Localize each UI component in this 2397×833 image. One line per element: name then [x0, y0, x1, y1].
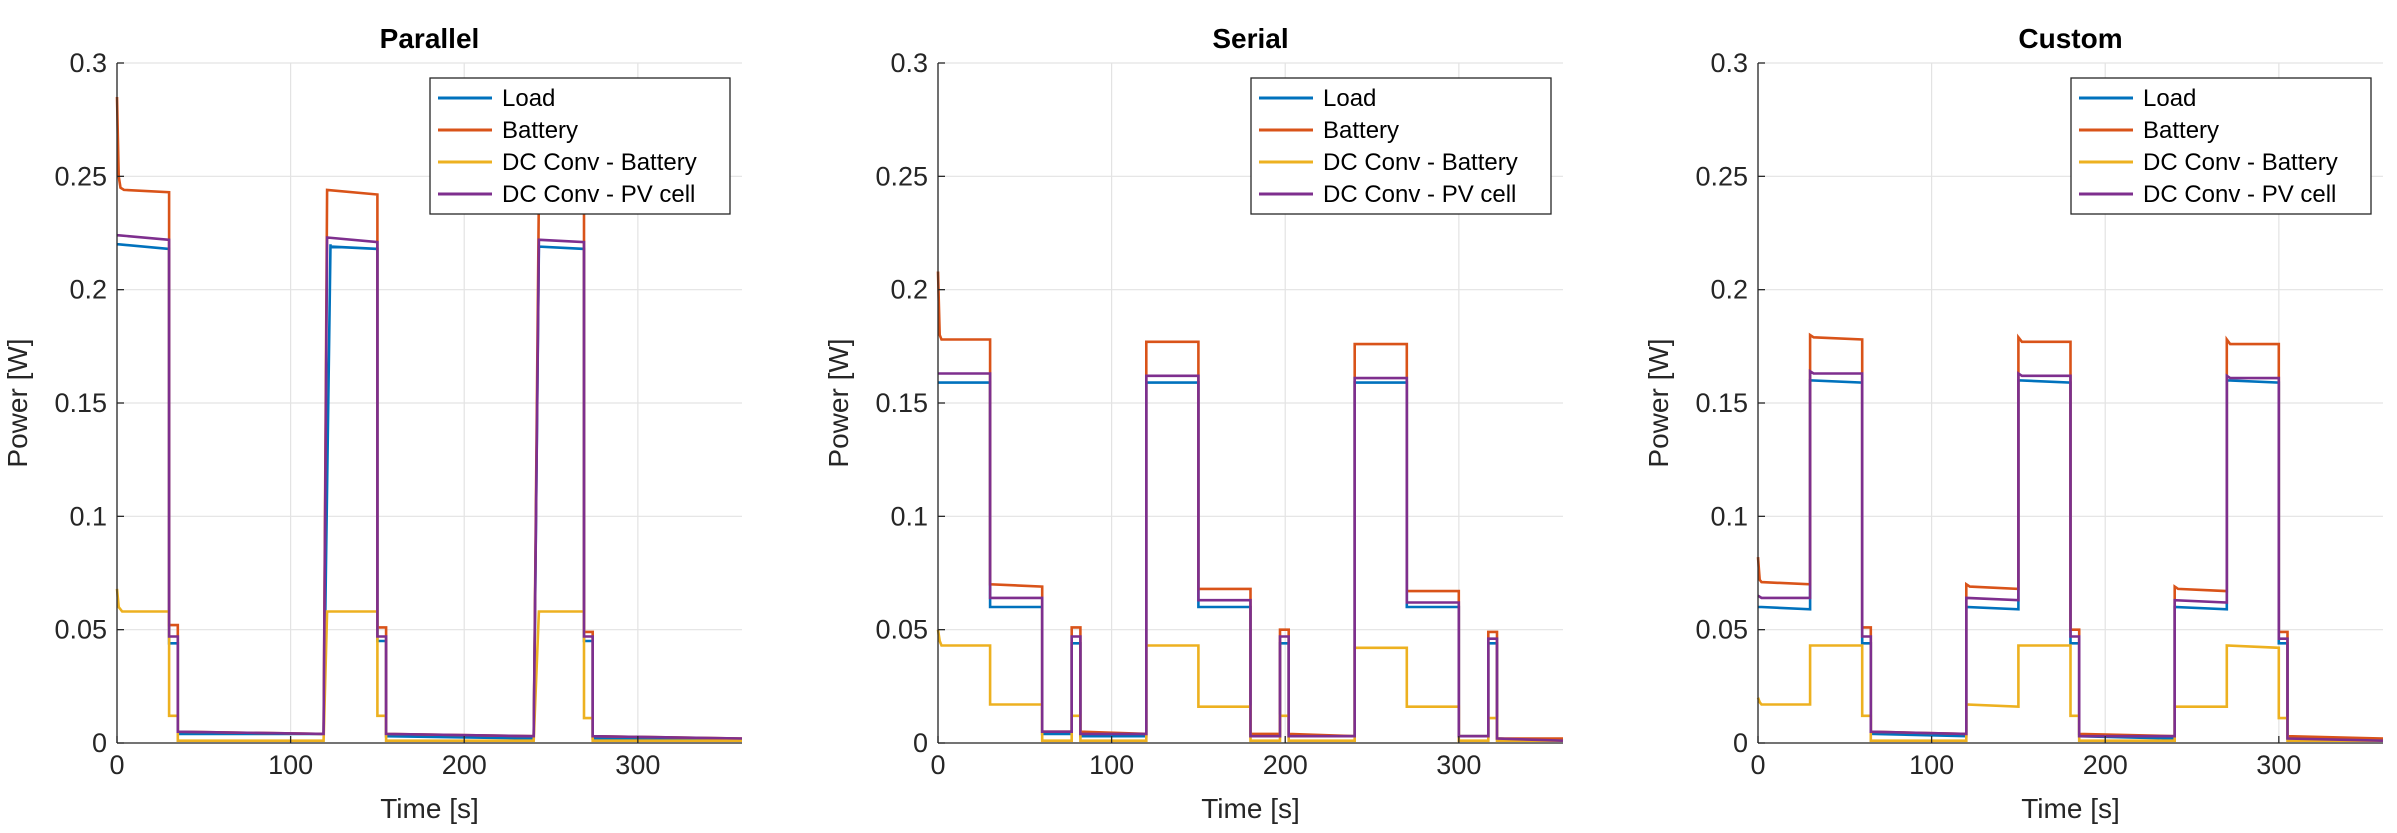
x-tick-label: 300 — [2256, 750, 2301, 780]
legend-label: Battery — [2143, 117, 2219, 144]
y-axis-label: Power [W] — [1643, 338, 1674, 467]
series-line-battery — [1756, 332, 2384, 740]
series-line-dc-conv-pv-cell — [938, 372, 1564, 742]
y-tick-label: 0 — [913, 728, 928, 758]
y-tick-label: 0.1 — [1710, 501, 1748, 531]
series-group — [115, 96, 743, 743]
legend-box — [2070, 77, 2372, 215]
x-axis-label: Time [s] — [380, 793, 479, 824]
chart-title: Custom — [2018, 23, 2122, 54]
y-tick-label: 0.25 — [1695, 161, 1748, 191]
y-tick-label: 0.2 — [1710, 275, 1748, 305]
x-tick-label: 0 — [930, 750, 945, 780]
chart-title: Parallel — [380, 23, 480, 54]
legend-label: Load — [502, 85, 555, 112]
y-tick-label: 0.3 — [69, 48, 107, 78]
chart-panel-3: 0 100 200 300 0 0.05 0.1 0.15 0.2 0.25 0.3 Custom Ti… — [1643, 23, 2384, 824]
legend: Load Battery DC Conv - Battery DC Conv - PV… — [1250, 77, 1552, 215]
x-tick-label: 0 — [1750, 750, 1765, 780]
series-line-dc-conv-battery — [1756, 644, 2383, 743]
legend-label: Load — [1323, 85, 1376, 112]
legend-label: Battery — [502, 117, 578, 144]
legend-label: DC Conv - PV cell — [502, 181, 695, 208]
legend-label: DC Conv - Battery — [1323, 149, 1518, 176]
y-tick-label: 0.2 — [890, 275, 928, 305]
y-tick-label: 0.15 — [54, 388, 107, 418]
legend-box — [1250, 77, 1552, 215]
x-tick-label: 200 — [2083, 750, 2128, 780]
legend: Load Battery DC Conv - Battery DC Conv - PV… — [2070, 77, 2372, 215]
chart-title: Serial — [1212, 23, 1288, 54]
series-group — [1756, 332, 2384, 743]
x-tick-label: 300 — [1436, 750, 1481, 780]
legend-label: DC Conv - PV cell — [1323, 181, 1516, 208]
y-tick-label: 0.1 — [69, 501, 107, 531]
y-tick-label: 0.1 — [890, 501, 928, 531]
legend: Load Battery DC Conv - Battery DC Conv - PV… — [429, 77, 731, 215]
y-tick-label: 0.05 — [1695, 615, 1748, 645]
x-tick-label: 0 — [109, 750, 124, 780]
x-tick-label: 100 — [1089, 750, 1134, 780]
y-axis-label: Power [W] — [2, 338, 33, 467]
legend-label: Load — [2143, 85, 2196, 112]
series-line-dc-conv-pv-cell — [1757, 368, 2384, 742]
y-tick-label: 0.25 — [875, 161, 928, 191]
legend-label: DC Conv - PV cell — [2143, 181, 2336, 208]
series-group — [936, 271, 1564, 743]
legend-label: Battery — [1323, 117, 1399, 144]
y-tick-label: 0.15 — [875, 388, 928, 418]
y-tick-label: 0.15 — [1695, 388, 1748, 418]
y-tick-label: 0 — [1733, 728, 1748, 758]
x-axis-label: Time [s] — [1201, 793, 1300, 824]
y-tick-label: 0 — [92, 728, 107, 758]
y-axis-label: Power [W] — [823, 338, 854, 467]
x-tick-label: 100 — [268, 750, 313, 780]
legend-box — [429, 77, 731, 215]
legend-label: DC Conv - Battery — [2143, 149, 2338, 176]
series-line-dc-conv-pv-cell — [117, 234, 743, 740]
y-tick-label: 0.25 — [54, 161, 107, 191]
x-tick-label: 300 — [615, 750, 660, 780]
y-tick-label: 0.2 — [69, 275, 107, 305]
x-tick-label: 200 — [442, 750, 487, 780]
series-line-dc-conv-battery — [115, 588, 742, 743]
y-tick-label: 0.3 — [1710, 48, 1748, 78]
y-tick-label: 0.05 — [875, 615, 928, 645]
chart-panel-2: 0 100 200 300 0 0.05 0.1 0.15 0.2 0.25 0.3 Serial Ti… — [823, 23, 1564, 824]
chart-panel-1: 0 100 200 300 0 0.05 0.1 0.15 0.2 0.25 0.3 Parallel… — [2, 23, 743, 824]
legend-label: DC Conv - Battery — [502, 149, 697, 176]
x-tick-label: 200 — [1263, 750, 1308, 780]
series-line-load — [117, 243, 743, 742]
x-axis-label: Time [s] — [2021, 793, 2120, 824]
x-tick-label: 100 — [1909, 750, 1954, 780]
y-tick-label: 0.3 — [890, 48, 928, 78]
y-tick-label: 0.05 — [54, 615, 107, 645]
